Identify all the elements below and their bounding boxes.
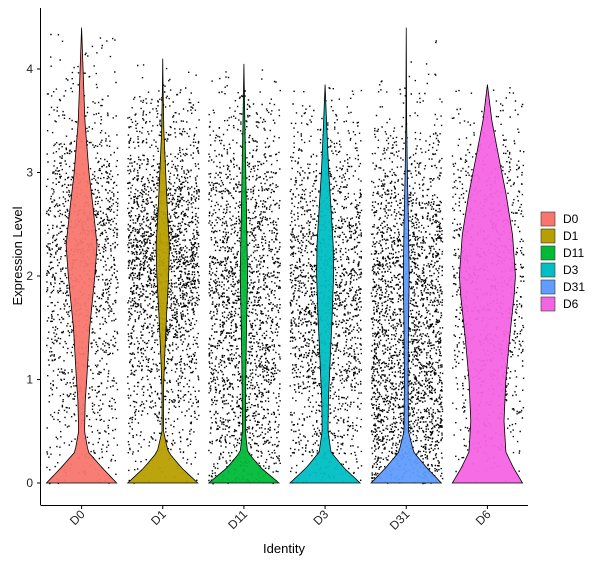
x-tick-label-D0: D0: [67, 507, 88, 528]
violin-D3: [288, 84, 362, 484]
y-tick-label-2: 2: [26, 269, 33, 283]
y-tick-label-4: 4: [26, 62, 33, 76]
jitter-points-D3: [289, 87, 363, 484]
violin-D0: [45, 27, 118, 484]
y-axis-title: Expression Level: [10, 206, 25, 305]
axes-layer: 0 1 2 3 4 D0 D1 D11 D3 D31 D6: [26, 8, 528, 533]
legend-swatch-D11: [540, 245, 556, 261]
jitter-points-D1: [126, 64, 200, 484]
y-tick-label-1: 1: [26, 373, 33, 387]
legend-swatch-D6: [540, 296, 556, 312]
x-tick-label-D1: D1: [148, 507, 169, 528]
x-tick-label-D3: D3: [310, 507, 331, 528]
legend-swatch-D3: [540, 262, 556, 278]
violin-D11: [207, 63, 281, 484]
x-axis-title: Identity: [263, 541, 305, 556]
y-tick-label-0: 0: [26, 476, 33, 490]
legend-label-D3: D3: [563, 263, 579, 277]
legend-swatch-D1: [540, 228, 556, 244]
x-tick-label-D11: D11: [225, 507, 250, 532]
legend-swatch-D0: [540, 211, 556, 227]
legend-swatch-D31: [540, 279, 556, 295]
violin-D31: [370, 27, 443, 484]
legend-label-D11: D11: [563, 246, 584, 260]
legend-label-D1: D1: [563, 229, 579, 243]
legend-label-D0: D0: [563, 212, 579, 226]
violins-layer: [45, 27, 524, 484]
legend-label-D31: D31: [563, 280, 585, 294]
x-tick-label-D6: D6: [473, 507, 494, 528]
y-tick-label-3: 3: [26, 166, 33, 180]
x-tick-label-D31: D31: [387, 507, 413, 533]
violin-D6: [451, 84, 524, 484]
jitter-points-layer: [45, 33, 525, 485]
legend-label-D6: D6: [563, 297, 579, 311]
violin-D1: [126, 58, 199, 484]
jitter-points-D0: [45, 33, 119, 485]
legend: D0 D1 D11 D3 D31 D6: [540, 211, 585, 312]
